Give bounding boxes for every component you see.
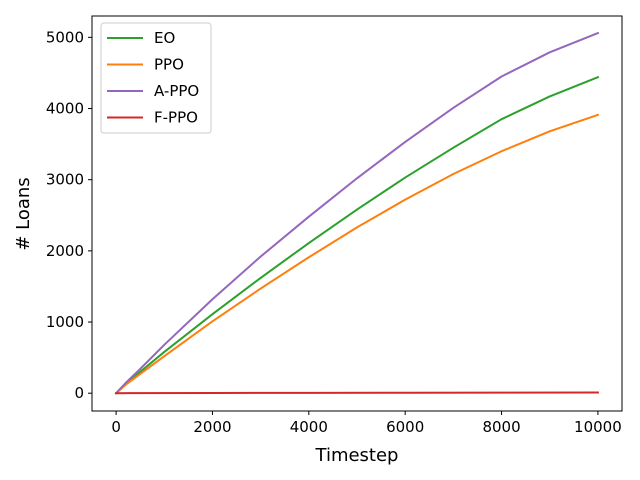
x-tick-label: 8000 <box>482 418 520 436</box>
legend-label-a-ppo: A-PPO <box>154 82 199 100</box>
y-axis-label: # Loans <box>13 177 34 250</box>
legend-label-f-ppo: F-PPO <box>154 109 198 127</box>
y-tick-label: 5000 <box>46 28 84 46</box>
x-tick-label: 10000 <box>574 418 622 436</box>
x-axis-label: Timestep <box>315 445 399 466</box>
legend-label-eo: EO <box>154 29 175 47</box>
series-line-a-ppo <box>114 31 600 395</box>
y-tick-label: 1000 <box>46 313 84 331</box>
x-tick-label: 4000 <box>290 418 328 436</box>
y-axis-ticks: 0 1000 2000 3000 4000 5000 <box>46 28 92 402</box>
series-line-ppo <box>114 113 600 395</box>
series-line-eo <box>114 75 600 395</box>
y-tick-label: 2000 <box>46 242 84 260</box>
y-tick-label: 0 <box>74 384 84 402</box>
legend-box <box>100 22 212 134</box>
series-layer <box>114 31 600 395</box>
plot-frame <box>91 15 623 412</box>
y-tick-label: 4000 <box>46 100 84 118</box>
x-tick-label: 0 <box>111 418 121 436</box>
series-line-f-ppo <box>115 391 599 395</box>
x-axis-ticks: 0 2000 4000 6000 8000 10000 <box>111 411 622 436</box>
x-tick-label: 2000 <box>193 418 231 436</box>
x-tick-label: 6000 <box>386 418 424 436</box>
legend: EO PPO A-PPO F-PPO <box>100 22 212 134</box>
legend-label-ppo: PPO <box>154 56 184 74</box>
y-tick-label: 3000 <box>46 171 84 189</box>
